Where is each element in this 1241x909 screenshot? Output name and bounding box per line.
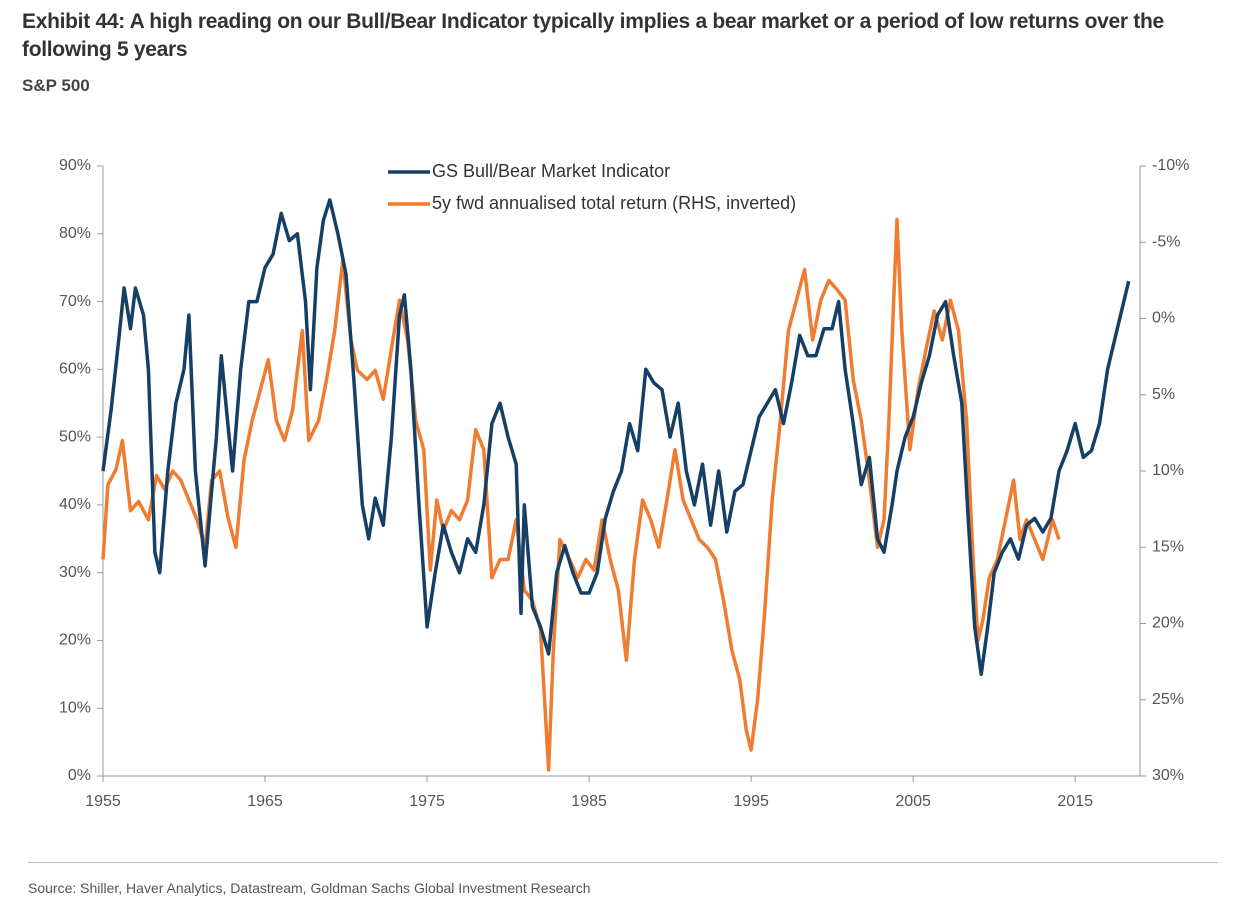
y-tick-label: 70% xyxy=(59,293,91,310)
data-line xyxy=(101,198,1131,677)
chart-subtitle: S&P 500 xyxy=(22,76,90,95)
y2-tick-label: 10% xyxy=(1152,462,1184,479)
x-tick-label: 1985 xyxy=(571,793,607,810)
chart: 0% 10% 20% 30% 40% 50% 60% 70% 80% 90% -10% -5% 0% 5%… xyxy=(59,157,1189,810)
y-tick-label: 60% xyxy=(59,361,91,378)
y-tick-label: 50% xyxy=(59,428,91,445)
y-tick-label: 20% xyxy=(59,632,91,649)
y2-tick-label: 20% xyxy=(1152,615,1184,632)
x-tick-label: 2015 xyxy=(1057,793,1093,810)
chart-title: Exhibit 44: A high reading on our Bull/B… xyxy=(22,10,1164,61)
y-tick-label: 0% xyxy=(68,767,91,784)
x-tick-label: 2005 xyxy=(895,793,931,810)
separator xyxy=(28,862,1218,863)
source-note: Source: Shiller, Haver Analytics, Datast… xyxy=(28,880,591,896)
y-tick-label: 40% xyxy=(59,496,91,513)
y2-tick-label: 15% xyxy=(1152,538,1184,555)
y2-tick-label: -10% xyxy=(1152,157,1189,174)
x-tick-label: 1995 xyxy=(733,793,769,810)
y-tick-label: 80% xyxy=(59,225,91,242)
data-line xyxy=(101,217,1061,772)
legend-label: 5y fwd annualised total return (RHS, inv… xyxy=(432,193,796,213)
y-tick-label: 90% xyxy=(59,157,91,174)
y2-tick-label: 5% xyxy=(1152,386,1175,403)
x-tick-label: 1975 xyxy=(409,793,445,810)
legend-label: GS Bull/Bear Market Indicator xyxy=(432,161,670,181)
y-tick-label: 30% xyxy=(59,564,91,581)
y-tick-label: 10% xyxy=(59,699,91,716)
y2-tick-label: 0% xyxy=(1152,310,1175,327)
y2-tick-label: 25% xyxy=(1152,691,1184,708)
x-tick-label: 1965 xyxy=(247,793,283,810)
y2-tick-label: 30% xyxy=(1152,767,1184,784)
x-tick-label: 1955 xyxy=(85,793,121,810)
y2-tick-label: -5% xyxy=(1152,233,1180,250)
